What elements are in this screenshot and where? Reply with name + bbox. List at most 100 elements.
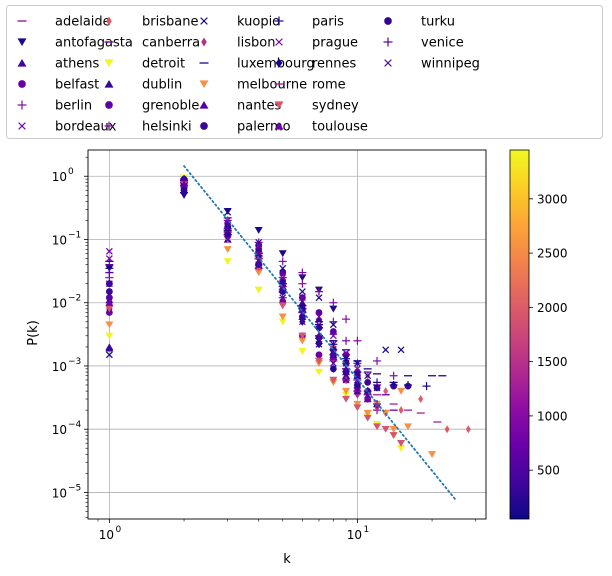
legend-item: toulouse (274, 120, 368, 135)
y-tick-label: 10 (52, 423, 67, 437)
series-palermo (105, 175, 412, 392)
legend-label: kuopio (237, 15, 280, 30)
data-point (404, 380, 413, 389)
data-point (381, 425, 390, 433)
legend-item: detroit (104, 57, 185, 72)
data-point (353, 387, 361, 395)
data-point (342, 376, 350, 384)
x-tick-label: 10 (99, 528, 114, 542)
data-point (278, 302, 287, 310)
legend-label: adelaide (55, 15, 111, 30)
legend-marker (18, 80, 26, 88)
data-point (105, 344, 114, 352)
data-point (314, 287, 323, 296)
y-tick-exponent: −3 (68, 357, 81, 367)
legend-item: dublin (104, 78, 182, 93)
data-point (330, 364, 337, 373)
data-point (354, 390, 360, 399)
y-tick-exponent: −2 (68, 294, 81, 304)
x-tick-exponent: 0 (116, 525, 122, 535)
data-point (342, 349, 350, 357)
legend-marker (275, 58, 283, 68)
data-point (329, 321, 337, 329)
legend-item: belfast (18, 78, 99, 93)
legend-marker (104, 59, 114, 68)
series-bordeaux (105, 185, 361, 384)
legend-item: turku (384, 15, 455, 30)
data-point (363, 387, 372, 396)
minor-ticks (85, 156, 477, 522)
legend-marker (201, 37, 207, 47)
data-point (105, 288, 113, 295)
legend-item: helsinki (104, 120, 192, 135)
series-adelaide (105, 184, 362, 392)
legend-marker (199, 80, 209, 89)
legend-label: rennes (312, 57, 357, 72)
series-athens (105, 186, 351, 379)
data-point (314, 368, 323, 376)
legend-marker (274, 16, 284, 26)
legend-item: melbourne (199, 78, 307, 93)
data-point (342, 354, 351, 363)
data-point (298, 274, 307, 282)
legend-label: luxembourg (237, 57, 315, 72)
data-point (428, 451, 437, 458)
legend-label: rome (312, 78, 346, 93)
legend-label: paris (312, 15, 344, 30)
colorbar-tick-label: 3000 (537, 192, 568, 206)
legend-label: palermo (237, 120, 291, 135)
data-point (254, 227, 263, 234)
data-point (298, 279, 307, 288)
data-point (105, 255, 113, 262)
data-point (353, 404, 362, 412)
legend-label: detroit (142, 57, 185, 72)
data-point (329, 298, 338, 307)
colorbar-tick-label: 1500 (537, 355, 568, 369)
legend-label: prague (312, 36, 358, 51)
data-point (278, 318, 287, 326)
legend-item: athens (17, 57, 100, 72)
y-tick-exponent: −5 (68, 483, 81, 493)
x-axis-label: k (283, 552, 291, 567)
legend-item: adelaide (17, 15, 111, 30)
data-point (255, 261, 263, 269)
x-tick-label: 10 (347, 528, 362, 542)
axes-frame (87, 149, 487, 520)
data-point (298, 332, 307, 340)
data-point (382, 346, 390, 354)
data-point (315, 313, 323, 321)
y-tick-exponent: −1 (68, 230, 81, 240)
data-point (329, 340, 338, 349)
data-point (342, 391, 351, 399)
data-point (397, 346, 405, 354)
data-point (329, 359, 337, 367)
data-point (353, 365, 361, 373)
legend-label: winnipeg (421, 57, 480, 72)
data-point (279, 264, 287, 272)
series-berlin (105, 178, 398, 380)
x-tick-exponent: 1 (364, 525, 370, 535)
data-point (389, 432, 398, 439)
legend-marker (384, 17, 392, 25)
y-axis-label: P(k) (26, 320, 41, 346)
legend-label: berlin (55, 99, 92, 114)
data-point (105, 305, 114, 313)
legend-marker (17, 58, 27, 67)
data-point (314, 331, 323, 340)
legend-label: sydney (312, 99, 359, 114)
legend-label: helsinki (142, 120, 192, 135)
data-point (373, 423, 382, 431)
legend-item: canberra (104, 36, 200, 51)
fit-line (183, 165, 457, 502)
series-sydney (105, 180, 406, 447)
data-point (298, 318, 306, 326)
series-grenoble (105, 182, 361, 376)
data-point (363, 395, 372, 403)
data-point (342, 387, 351, 395)
legend-item: kuopio (200, 15, 280, 30)
data-point (278, 313, 287, 321)
colorbar-gradient (509, 149, 530, 520)
legend-item: berlin (17, 99, 92, 114)
data-point (363, 409, 372, 417)
